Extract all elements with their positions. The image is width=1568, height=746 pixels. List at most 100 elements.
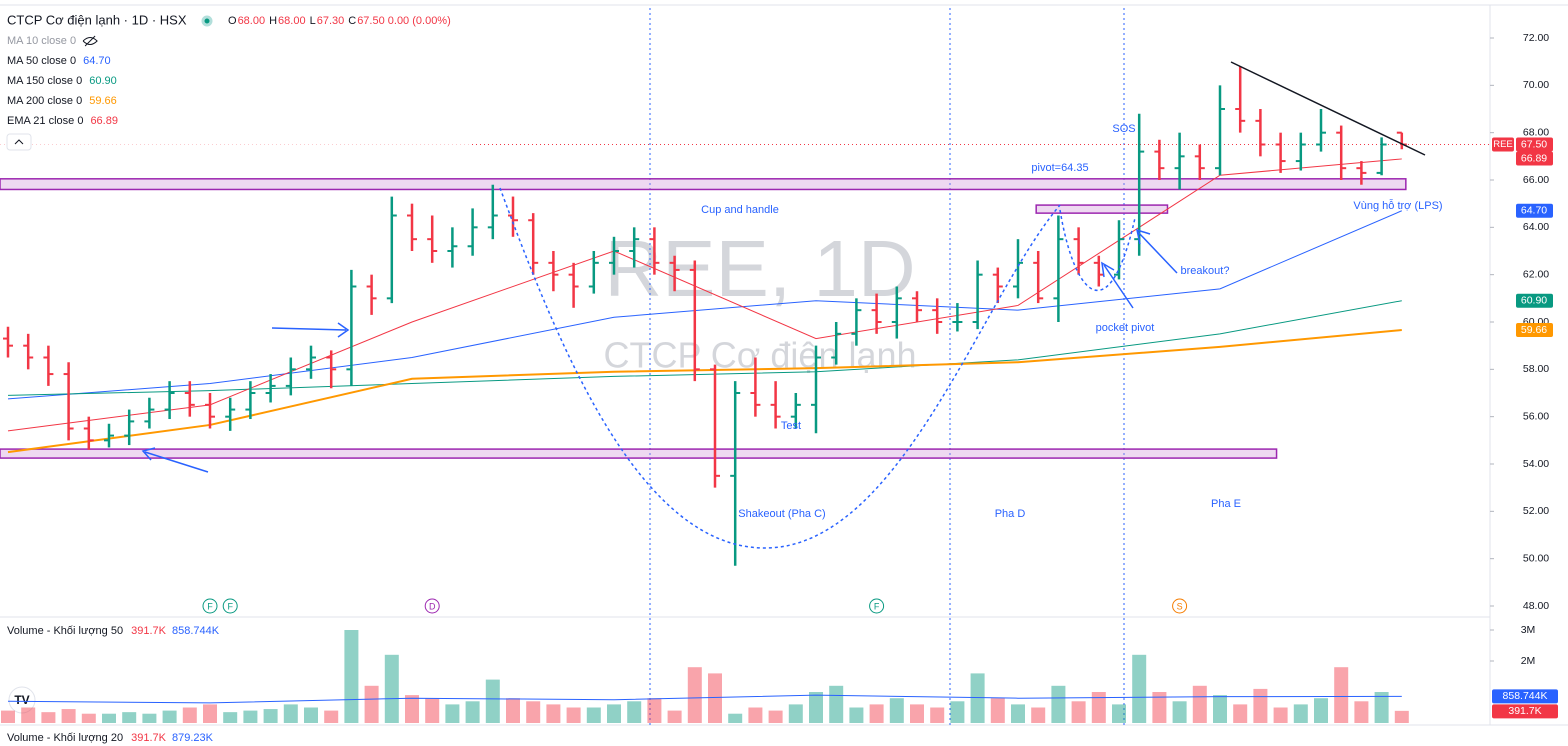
svg-text:TV: TV (14, 693, 29, 707)
annotation: Pha E (1211, 498, 1241, 510)
volume-bar (1314, 698, 1328, 723)
annotation: pocket pivot (1096, 322, 1155, 334)
volume-bar (21, 707, 36, 723)
volume-bar (889, 698, 904, 723)
volume-bar (485, 679, 500, 723)
status-dot (201, 15, 213, 27)
y-tick-label: 62.00 (1523, 268, 1549, 280)
annotation: Pha D (995, 508, 1026, 520)
legend-value: 66.89 (90, 115, 118, 127)
volume-bar (243, 710, 258, 723)
symbol-tag-label: REE (1493, 139, 1513, 150)
volume-bar (607, 704, 621, 723)
volume-bar (809, 692, 823, 723)
volume-bar (1031, 707, 1046, 723)
legend-bg (0, 8, 470, 148)
price-tag (1516, 137, 1553, 152)
volume-bar (1152, 692, 1167, 723)
legend-value: 64.70 (83, 55, 111, 67)
volume-bar (526, 701, 541, 723)
volume-bar (1091, 692, 1106, 723)
volume-bar (950, 701, 965, 723)
event-marker (1172, 598, 1188, 614)
y-tick-label: 64.00 (1523, 221, 1549, 233)
volume-bar (1213, 695, 1227, 723)
y-tick-label: 56.00 (1523, 410, 1549, 422)
volume-bar (1051, 685, 1066, 723)
drawings (141, 187, 1178, 549)
legend-value: 59.66 (89, 95, 117, 107)
legend-name: MA 150 close 0 (7, 75, 82, 87)
volume-bar (283, 704, 298, 723)
volume-last: 391.7K (131, 625, 167, 637)
y-tick-label: 58.00 (1523, 363, 1549, 375)
volume-bar (405, 695, 419, 723)
price-tag (1516, 293, 1553, 308)
volume-bar (364, 685, 379, 723)
watermark: REE, 1D (604, 224, 915, 313)
volume-bar (102, 713, 116, 723)
volume-bar (566, 707, 581, 723)
y-tick-label: 48.00 (1523, 600, 1549, 612)
ohlc-value: 67.50 0.00 (0.00%) (357, 15, 451, 27)
volume-bar (324, 710, 339, 723)
volume-bar (586, 707, 601, 723)
y-tick-label: 54.00 (1523, 458, 1549, 470)
y-tick-label: 66.00 (1523, 174, 1549, 186)
ohlc-label: H (269, 15, 277, 27)
event-marker (202, 598, 218, 614)
volume-bar (1273, 707, 1288, 723)
legend-name: EMA 21 close 0 (7, 115, 83, 127)
annotation: Test (781, 420, 801, 432)
volume-bar (1011, 704, 1025, 723)
price-tag-label: 858.744K (1503, 690, 1548, 702)
event-marker (869, 598, 885, 614)
volume-bar (869, 704, 884, 723)
price-tag-label: 64.70 (1521, 205, 1547, 217)
annotation: Shakeout (Pha C) (738, 508, 825, 520)
annotation: breakout? (1181, 265, 1230, 277)
volume-bar (506, 698, 520, 723)
ohlc-label: C (348, 15, 356, 27)
volume-bar (122, 712, 137, 723)
annotation: Cup and handle (701, 204, 779, 216)
volume-bar (829, 685, 844, 723)
volume-bar (546, 704, 561, 723)
tv-logo: TV (8, 686, 36, 714)
volume-bar (768, 710, 783, 723)
collapse-button[interactable] (6, 133, 32, 151)
price-tag (1492, 689, 1558, 704)
volume-bar (930, 707, 945, 723)
legend-name: MA 10 close 0 (7, 35, 76, 47)
y-tick-label: 68.00 (1523, 126, 1549, 138)
legend-name: MA 200 close 0 (7, 95, 82, 107)
price-tag-label: 391.7K (1508, 705, 1541, 717)
chart-title: CTCP Cơ điện lạnh · 1D · HSX (7, 12, 187, 27)
event-label: F (874, 601, 880, 611)
volume20-ma: 879.23K (172, 732, 214, 744)
symbol-tag (1492, 137, 1514, 152)
volume-title: Volume - Khối lượng 50 (7, 625, 123, 637)
volume-bar (849, 707, 864, 723)
volume-bar (1354, 701, 1369, 723)
annotation: pivot=64.35 (1031, 162, 1088, 174)
volume-bar (1394, 710, 1409, 723)
y-tick-label: 2M (1521, 655, 1536, 667)
volume-bar (223, 712, 238, 723)
volume-bar (445, 704, 460, 723)
volume-ma-label: 858.744K (172, 625, 220, 637)
volume20-title: Volume - Khối lượng 20 (7, 732, 123, 744)
volume-bar (1374, 692, 1389, 723)
volume-bar (465, 701, 480, 723)
ma-line (7, 158, 1402, 432)
trend-line (1230, 61, 1426, 156)
volume-bar (1112, 704, 1126, 723)
volume-bar (627, 701, 642, 723)
ma-line (7, 210, 1402, 400)
price-tag-label: 60.90 (1521, 294, 1547, 306)
volume-bar (667, 710, 682, 723)
volume-bar (1071, 701, 1086, 723)
event-label: F (207, 601, 213, 611)
y-tick-label: 3M (1521, 624, 1536, 636)
price-tag-label: 67.50 (1521, 138, 1547, 150)
